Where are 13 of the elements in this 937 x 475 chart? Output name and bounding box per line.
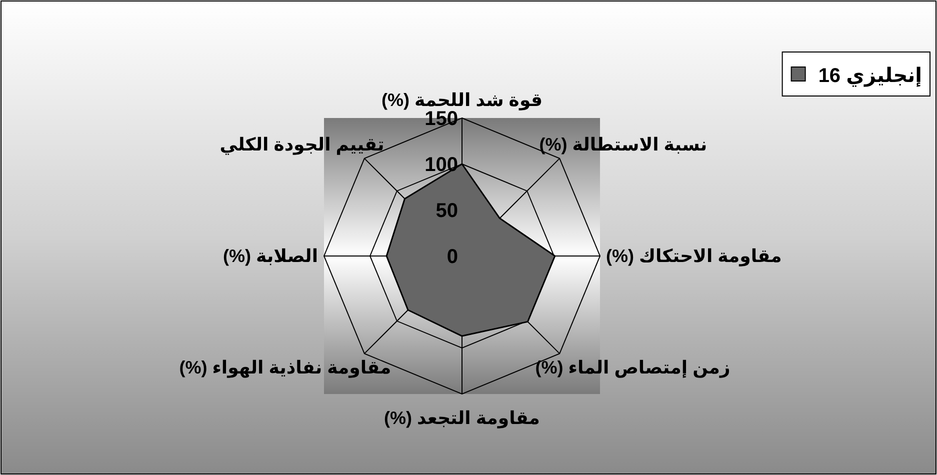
y-tick-label: 100 — [424, 154, 458, 176]
spoke-label: مقاومة نفاذية الهواء (%) — [179, 358, 392, 379]
spoke-label: تقييم الجودة الكلي — [220, 134, 384, 156]
y-tick-label: 0 — [446, 246, 458, 268]
spoke-label: زمن إمتصاص الماء (%) — [535, 358, 730, 379]
spoke-label: قوة شد اللحمة (%) — [381, 90, 543, 111]
spoke-label: مقاومة الاحتكاك (%) — [606, 246, 782, 267]
spoke-label: الصلابة (%) — [222, 246, 318, 266]
spoke-label: مقاومة التجعد (%) — [384, 408, 540, 429]
legend: إنجليزي 16 — [782, 52, 930, 96]
legend-label: إنجليزي 16 — [818, 65, 922, 87]
spoke-label: نسبة الاستطالة (%) — [539, 134, 708, 154]
y-tick-label: 50 — [436, 200, 458, 222]
